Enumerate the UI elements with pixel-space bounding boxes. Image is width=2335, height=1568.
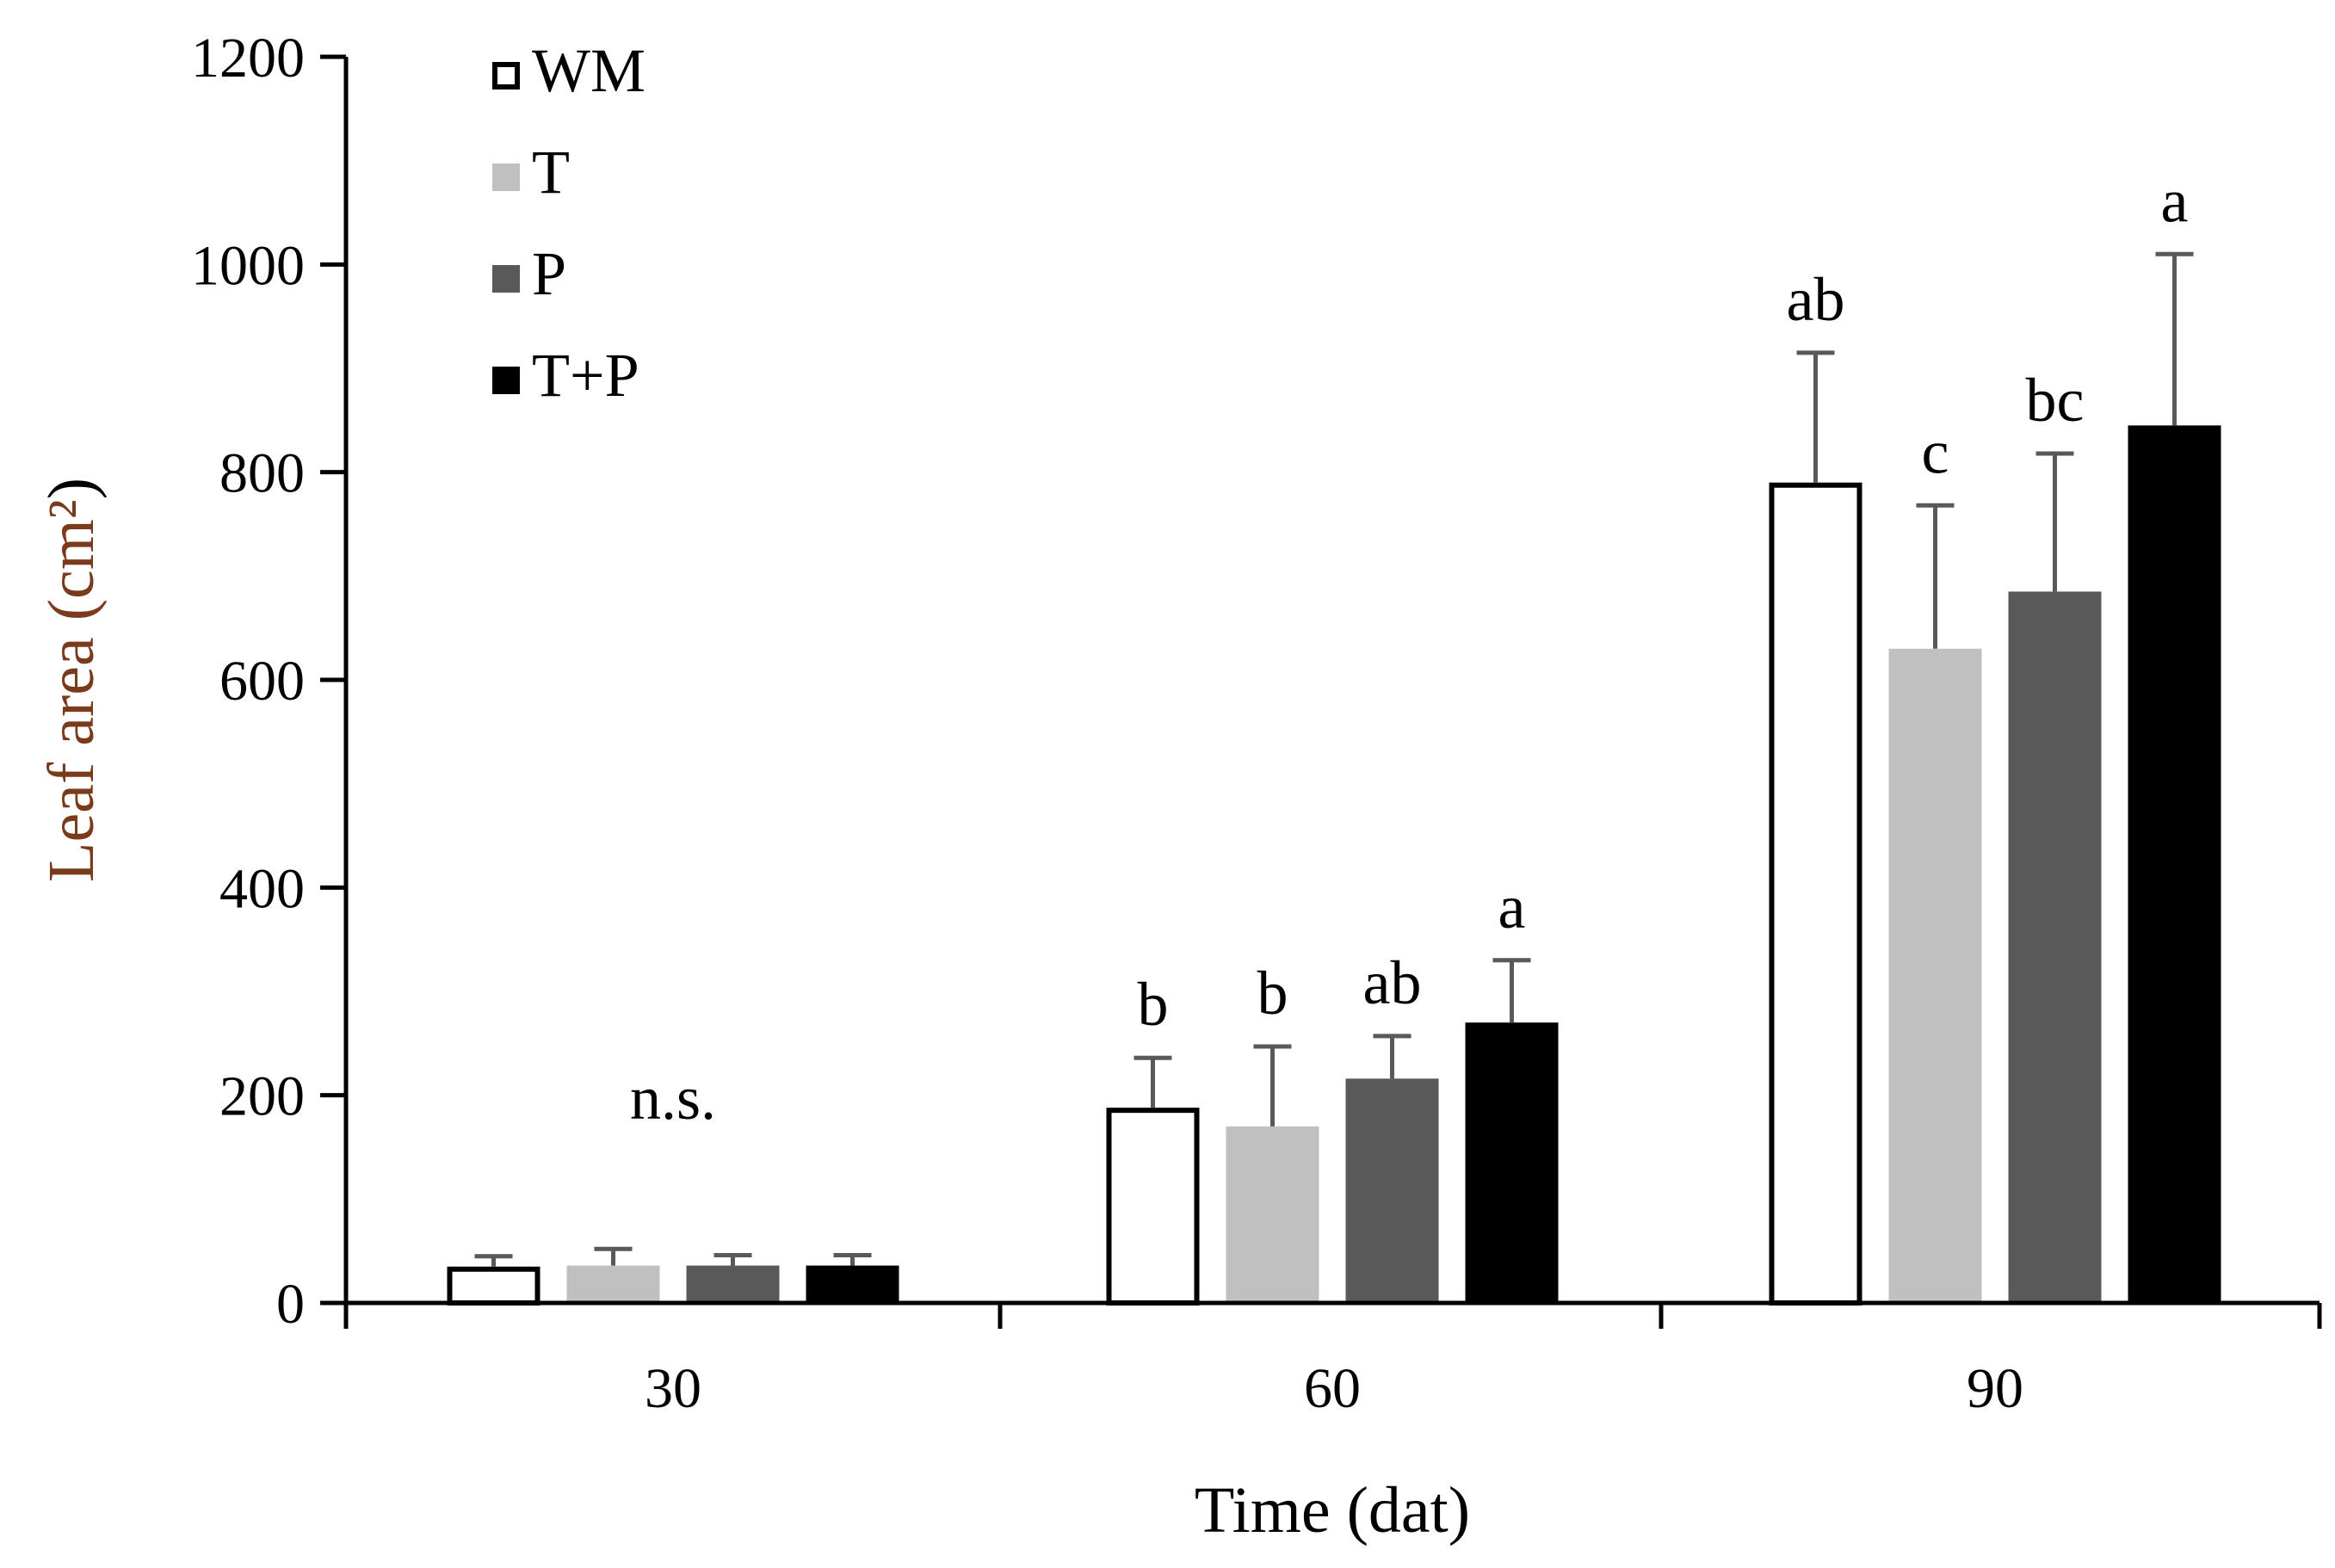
bar-t-60	[1226, 1126, 1319, 1303]
significance-label: n.s.	[630, 1064, 716, 1133]
significance-label: c	[1922, 417, 1949, 486]
legend-swatch-wm	[492, 62, 520, 90]
bar-t-90	[1888, 648, 1982, 1303]
significance-label: b	[1257, 959, 1288, 1028]
y-tick-label: 1200	[191, 27, 305, 90]
y-tick-label: 1000	[191, 234, 305, 297]
bar-t-30	[566, 1265, 660, 1303]
bar-wm-90	[1769, 482, 1862, 1306]
x-tick-label: 30	[645, 1357, 701, 1420]
y-axis-title-main: Leaf area (cm²	[35, 499, 108, 882]
legend-label-wm: WM	[532, 36, 646, 105]
bars-layer	[447, 425, 2221, 1306]
legend-swatch-p	[492, 265, 520, 293]
bar-wm-60	[1106, 1108, 1200, 1306]
x-tick-label: 60	[1304, 1357, 1361, 1420]
y-tick-label: 400	[219, 857, 305, 920]
bar-p-30	[686, 1265, 780, 1303]
y-tick-label: 200	[219, 1065, 305, 1128]
significance-label: ab	[1787, 265, 1845, 334]
x-axis-title: Time (dat)	[1195, 1474, 1470, 1546]
bar-wm-30	[447, 1266, 541, 1306]
legend-swatch-tplusp	[492, 367, 520, 394]
y-axis-title: Leaf area (cm²)	[35, 478, 108, 882]
significance-label: ab	[1363, 948, 1422, 1017]
bar-tplusp-30	[806, 1265, 899, 1303]
y-tick-label: 0	[276, 1273, 305, 1336]
y-axis-title-suffix: )	[35, 478, 108, 499]
labels-layer: 0 200 400 600 800 1000 1200 30 60 90 Time (dat) Lea…	[35, 27, 2188, 1546]
significance-label: a	[2161, 166, 2189, 235]
legend-label-t: T	[532, 138, 570, 207]
bar-tplusp-60	[1465, 1022, 1559, 1303]
significance-label: a	[1498, 873, 1526, 941]
bar-p-60	[1345, 1078, 1439, 1303]
axes-layer	[320, 54, 2322, 1329]
significance-label: b	[1138, 970, 1169, 1039]
legend-swatch-t	[492, 164, 520, 191]
significance-label: bc	[2026, 366, 2085, 435]
y-tick-label: 800	[219, 442, 305, 505]
legend-label-tplusp: T+P	[532, 341, 639, 410]
legend: WM TP T+P	[492, 36, 646, 410]
y-tick-label: 600	[219, 650, 305, 713]
bar-p-90	[2008, 591, 2102, 1303]
legend-label-p: P	[532, 239, 566, 308]
x-tick-label: 90	[1967, 1357, 2023, 1420]
error-bars-layer	[474, 251, 2194, 1267]
bar-tplusp-90	[2128, 425, 2221, 1303]
